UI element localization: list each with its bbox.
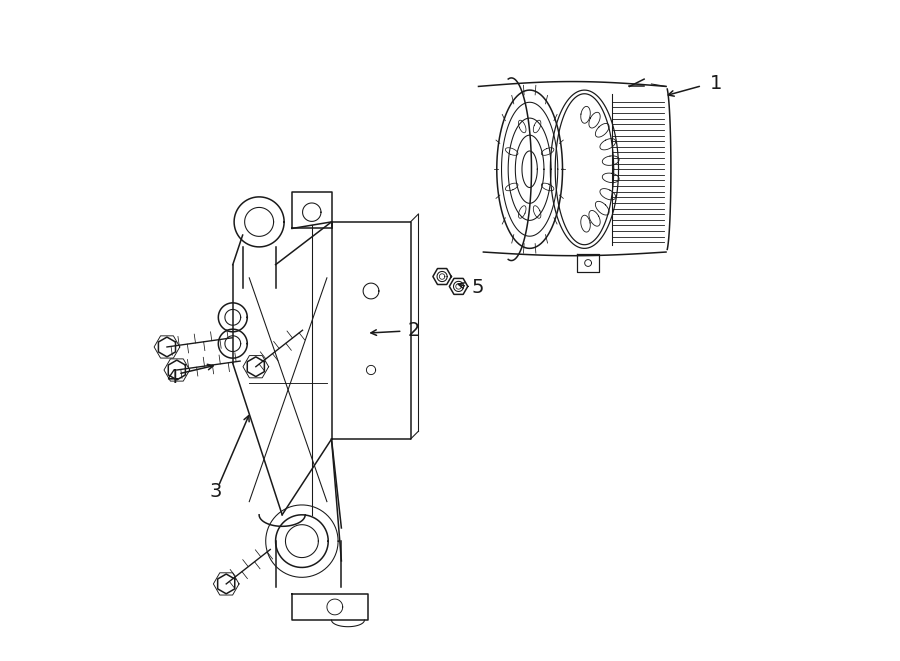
Text: 4: 4 (166, 368, 178, 387)
Text: 3: 3 (210, 483, 222, 501)
Text: 5: 5 (471, 278, 483, 297)
Text: 1: 1 (710, 74, 723, 93)
Text: 2: 2 (407, 321, 419, 340)
